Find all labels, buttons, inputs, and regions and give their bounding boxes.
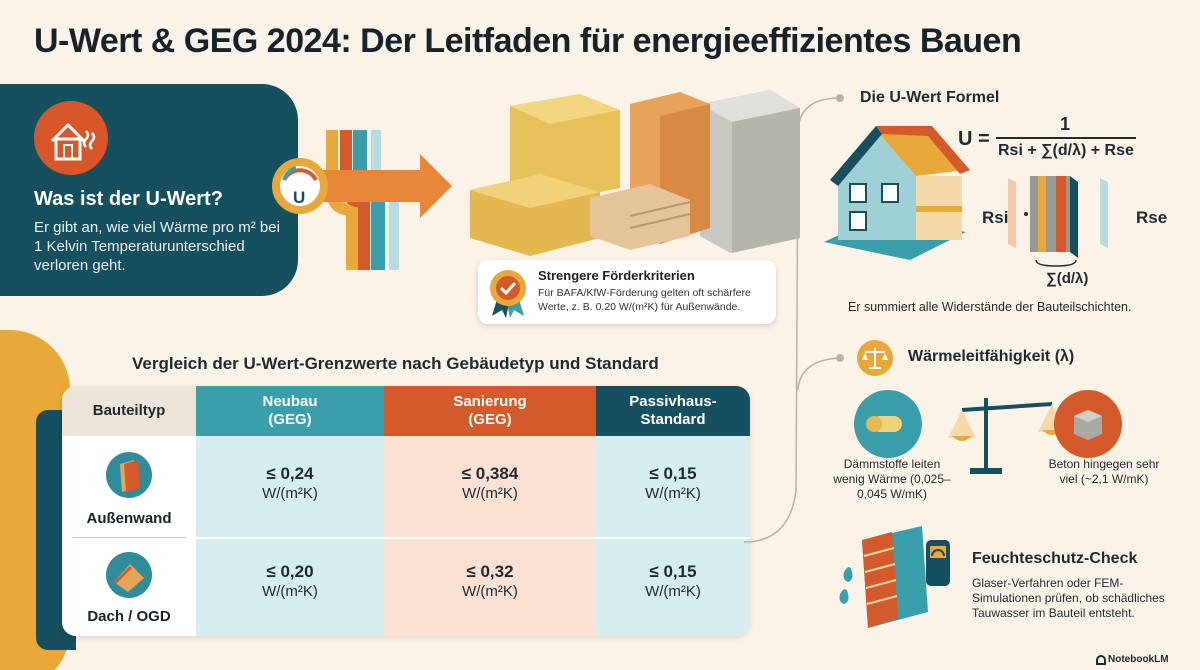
roof-icon [106, 552, 152, 598]
value-neubau-roof: ≤ 0,20 [266, 562, 314, 581]
formula-heading: Die U-Wert Formel [860, 89, 1000, 106]
insulation-materials-illustration [470, 88, 800, 263]
header-sanierung: Sanierung (GEG) [384, 386, 596, 436]
intro-heading: Was ist der U-Wert? [34, 188, 223, 210]
unit: W/(m²K) [645, 485, 701, 502]
balance-illustration [852, 388, 1122, 483]
foerder-card [478, 260, 776, 324]
concrete-text: Beton hingegen sehr viel (~2,1 W/mK) [1048, 457, 1160, 486]
insulation-text: Dämmstoffe leiten wenig Wärme (0,025–0,0… [833, 457, 951, 501]
value-passiv-roof: ≤ 0,15 [649, 562, 697, 581]
feuchte-heading: Feuchteschutz-Check [972, 550, 1138, 567]
value-sanierung-roof: ≤ 0,32 [466, 562, 514, 581]
column-passivhaus [596, 436, 750, 636]
foerder-text: Für BAFA/KfW-Förderung gelten oft schärf… [538, 287, 751, 313]
table-cell: ≤ 0,384 W/(m²K) [384, 464, 596, 504]
unit: W/(m²K) [645, 583, 701, 600]
table-cell: ≤ 0,15 W/(m²K) [596, 562, 750, 602]
header-bauteiltyp: Bauteiltyp [62, 386, 196, 436]
wall-arrow-illustration [270, 130, 460, 275]
wall-layers-illustration [980, 172, 1130, 277]
unit: W/(m²K) [262, 583, 318, 600]
notebooklm-logo-icon [1096, 655, 1106, 665]
formula-caption: Er summiert alle Widerstände der Bauteil… [848, 300, 1132, 314]
wall-panel-icon [106, 452, 152, 498]
sum-label: ∑(d/λ) [1046, 270, 1089, 287]
column-neubau [196, 436, 384, 636]
unit: W/(m²K) [462, 485, 518, 502]
lambda-heading: Wärmeleitfähigkeit (λ) [908, 348, 1075, 365]
row-label-aussenwand: Außenwand [86, 510, 172, 527]
scale-icon [857, 340, 893, 376]
rsi-label: Rsi [982, 208, 1009, 227]
table-cell: ≤ 0,20 W/(m²K) [196, 562, 384, 602]
header-neubau: Neubau (GEG) [196, 386, 384, 436]
table-cell: ≤ 0,24 W/(m²K) [196, 464, 384, 504]
value-neubau-wall: ≤ 0,24 [266, 464, 314, 483]
value-sanierung-wall: ≤ 0,384 [461, 464, 519, 483]
row-divider [62, 537, 750, 539]
house-cutaway-illustration [820, 120, 970, 265]
award-badge-icon [486, 268, 530, 323]
column-sanierung [384, 436, 596, 636]
feuchte-text: Glaser-Verfahren oder FEM-Simulationen p… [972, 576, 1165, 620]
unit: W/(m²K) [462, 583, 518, 600]
unit: W/(m²K) [262, 485, 318, 502]
table-cell: ≤ 0,15 W/(m²K) [596, 464, 750, 504]
value-passiv-wall: ≤ 0,15 [649, 464, 697, 483]
rse-label: Rse [1136, 208, 1168, 227]
gauge-letter: U [293, 188, 306, 207]
row-divider [72, 537, 186, 538]
foerder-heading: Strengere Förderkriterien [538, 268, 695, 283]
formula-denominator: Rsi + ∑(d/λ) + Rse [998, 142, 1134, 159]
table-cell: ≤ 0,32 W/(m²K) [384, 562, 596, 602]
page-title: U-Wert & GEG 2024: Der Leitfaden für ene… [34, 22, 1022, 60]
row-label-dach: Dach / OGD [87, 608, 171, 625]
table-heading: Vergleich der U-Wert-Grenzwerte nach Geb… [132, 354, 659, 373]
branding: NotebookLM [1108, 654, 1169, 665]
formula-numerator: 1 [1060, 114, 1071, 134]
formula-u: U = [958, 128, 990, 150]
header-passivhaus: Passivhaus-Standard [596, 386, 750, 436]
moisture-meter-icon [832, 522, 962, 637]
house-heat-icon [34, 101, 108, 175]
u-value-table: Bauteiltyp Neubau (GEG) Sanierung (GEG) … [62, 386, 750, 636]
intro-text: Er gibt an, wie viel Wärme pro m² bei 1 … [34, 219, 280, 274]
fraction-bar [996, 137, 1136, 139]
connector-lines [740, 90, 850, 555]
